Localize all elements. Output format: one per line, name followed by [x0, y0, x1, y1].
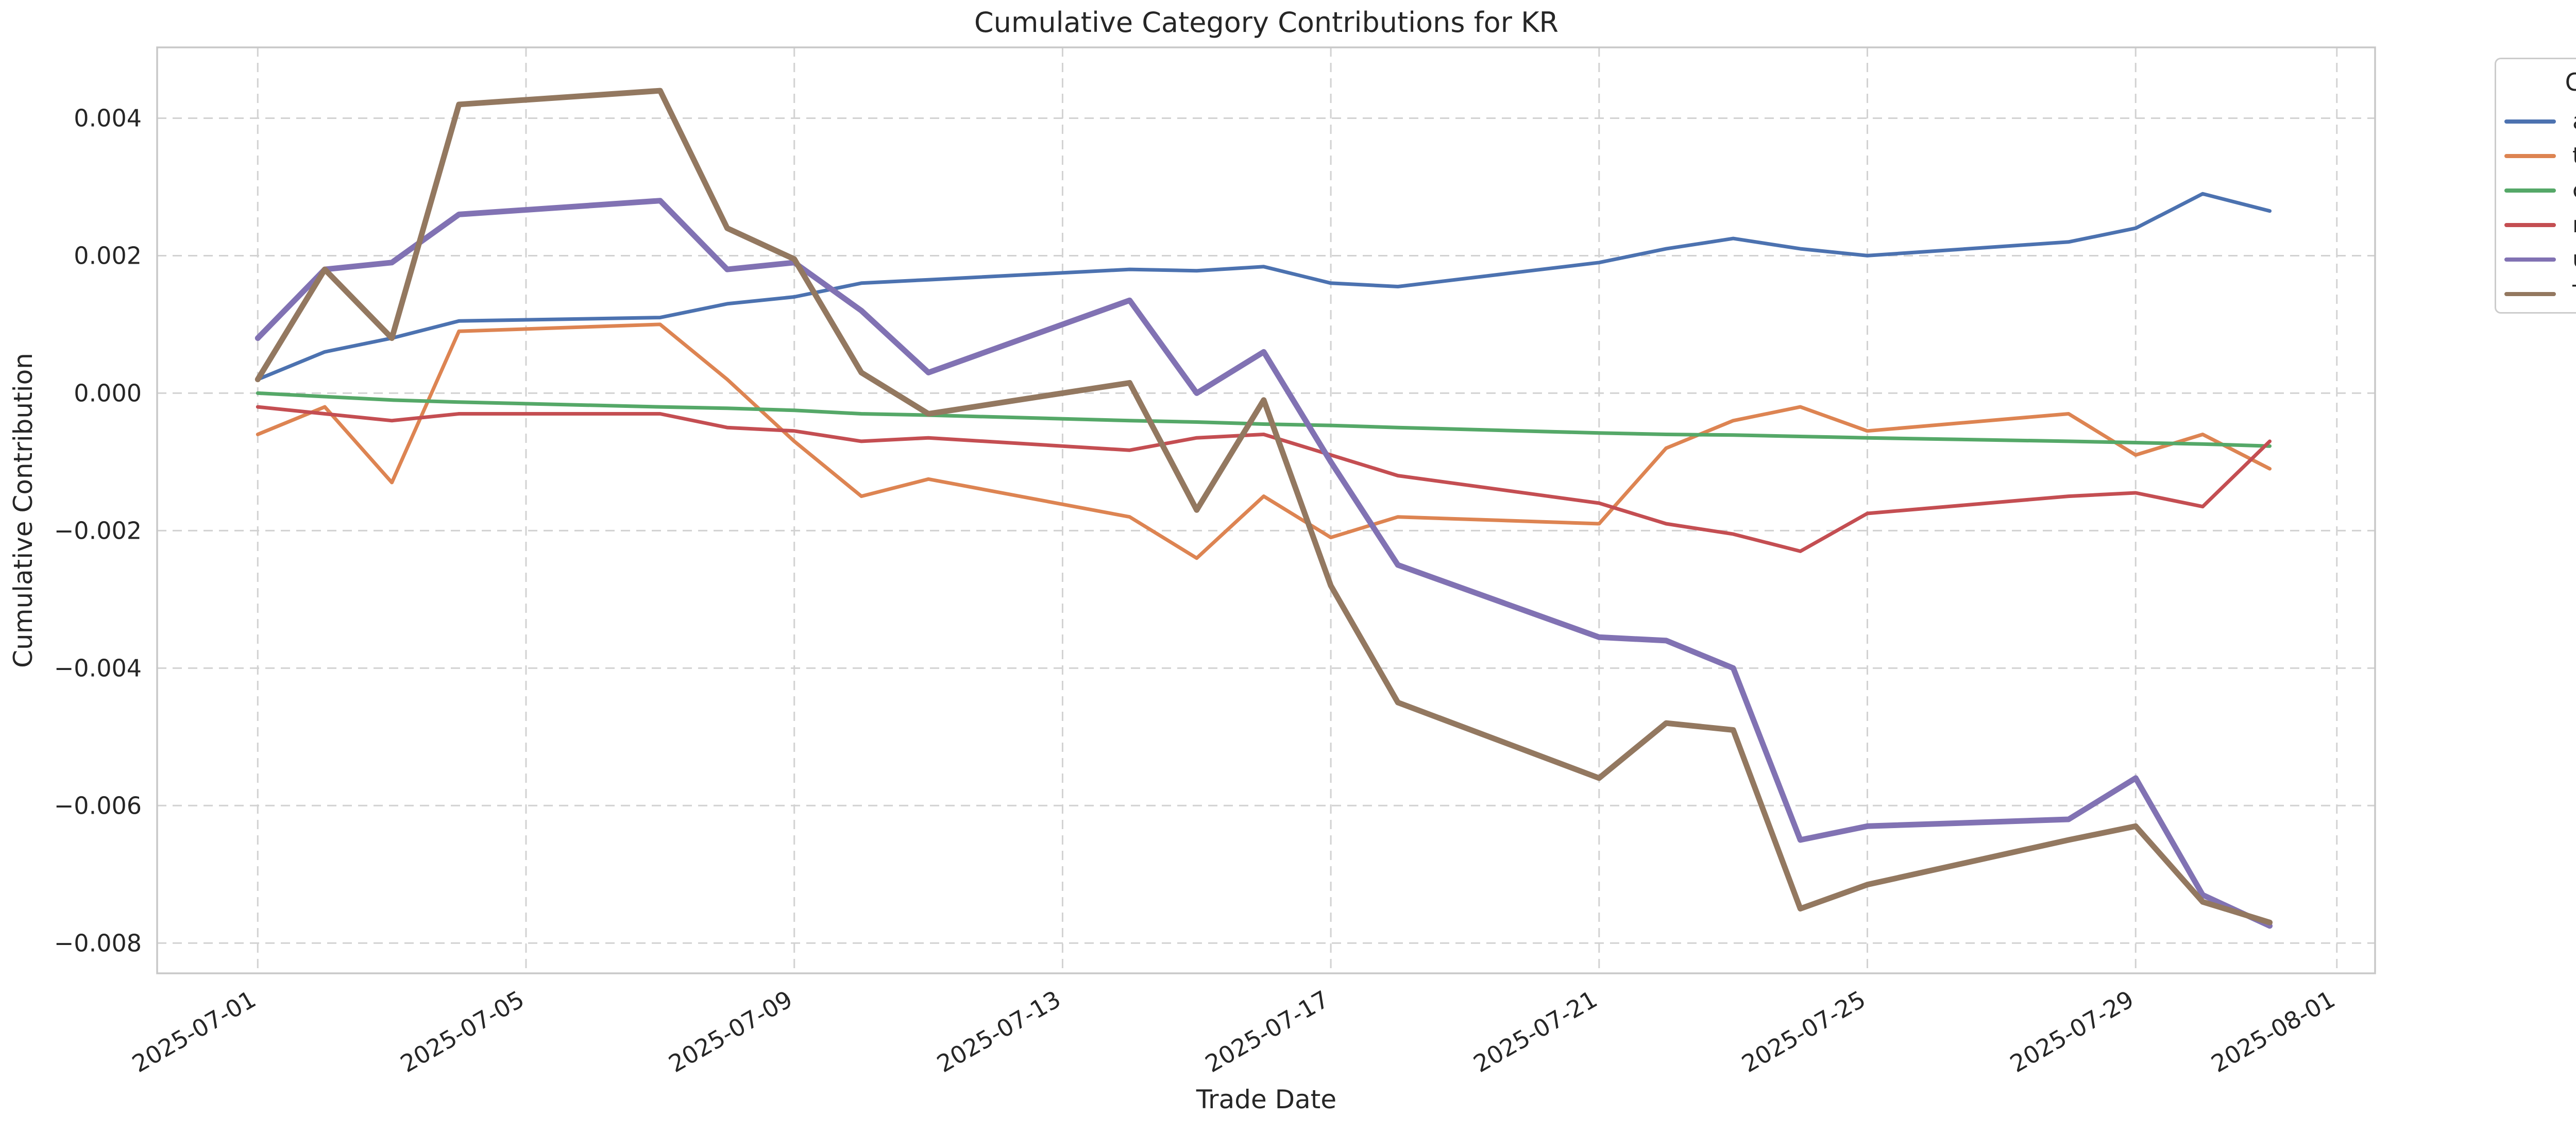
x-tick-label: 2025-07-13 — [932, 985, 1065, 1078]
legend-label: risk_exposure — [2572, 212, 2576, 238]
x-tick-label: 2025-07-05 — [396, 985, 529, 1078]
x-tick-label: 2025-07-09 — [664, 985, 798, 1078]
gridlines — [157, 47, 2375, 973]
x-tick-label: 2025-07-01 — [127, 985, 261, 1078]
y-tick-label: 0.004 — [74, 104, 142, 132]
legend-item-unexplained: unexplained — [2496, 242, 2576, 277]
legend-item-cost: cost — [2496, 173, 2576, 208]
legend-item-alpha_total: alpha_total — [2496, 104, 2576, 139]
data-lines — [255, 88, 2273, 929]
x-tick-labels: 2025-07-01 2025-07-05 2025-07-09 2025-07-13… — [127, 985, 2340, 1078]
legend-swatch-tilt_total — [2504, 153, 2556, 158]
x-tick-label: 2025-07-25 — [1737, 985, 1871, 1078]
legend-rows: alpha_total tilt_totalcost risk_exposureun… — [2496, 104, 2576, 311]
legend-item-risk_exposure: risk_exposure — [2496, 208, 2576, 242]
y-tick-label: 0.002 — [74, 242, 142, 269]
legend-item-Total: Total — [2496, 277, 2576, 311]
x-axis-label: Trade Date — [1196, 1085, 1336, 1114]
legend-label: tilt_total — [2572, 143, 2576, 169]
y-tick-label: −0.002 — [54, 517, 142, 544]
line-risk_exposure — [256, 405, 2272, 553]
y-tick-label: 0.000 — [74, 379, 142, 407]
line-tilt_total — [256, 322, 2272, 560]
legend-label: alpha_total — [2572, 108, 2576, 134]
line-unexplained — [255, 198, 2273, 929]
legend-swatch-Total — [2504, 291, 2556, 296]
legend-swatch-alpha_total — [2504, 119, 2556, 124]
legend: Category alpha_total tilt_totalcost risk_e… — [2495, 58, 2576, 314]
line-alpha_total — [256, 192, 2272, 382]
line-cost — [256, 391, 2272, 448]
legend-label: unexplained — [2572, 246, 2576, 272]
y-tick-label: −0.004 — [54, 654, 142, 682]
line-Total — [255, 88, 2273, 925]
legend-swatch-cost — [2504, 188, 2556, 193]
y-axis-label: Cumulative Contribution — [8, 353, 38, 668]
y-tick-label: −0.006 — [54, 792, 142, 819]
legend-title: Category — [2565, 68, 2576, 97]
y-tick-labels: 0.004 0.002 0.000 −0.002 −0.004 −0.006 −0.008 — [54, 104, 142, 957]
legend-swatch-unexplained — [2504, 257, 2556, 262]
chart-title: Cumulative Category Contributions for KR — [974, 6, 1558, 39]
y-tick-label: −0.008 — [54, 929, 142, 957]
x-tick-label: 2025-08-01 — [2207, 985, 2340, 1078]
x-tick-label: 2025-07-17 — [1200, 985, 1334, 1078]
legend-item-tilt_total: tilt_total — [2496, 139, 2576, 173]
legend-label: Total — [2572, 281, 2576, 307]
legend-label: cost — [2572, 177, 2576, 203]
x-tick-label: 2025-07-21 — [1469, 985, 1602, 1078]
x-tick-label: 2025-07-29 — [2005, 985, 2139, 1078]
plot-border — [156, 46, 2376, 974]
legend-swatch-risk_exposure — [2504, 222, 2556, 227]
